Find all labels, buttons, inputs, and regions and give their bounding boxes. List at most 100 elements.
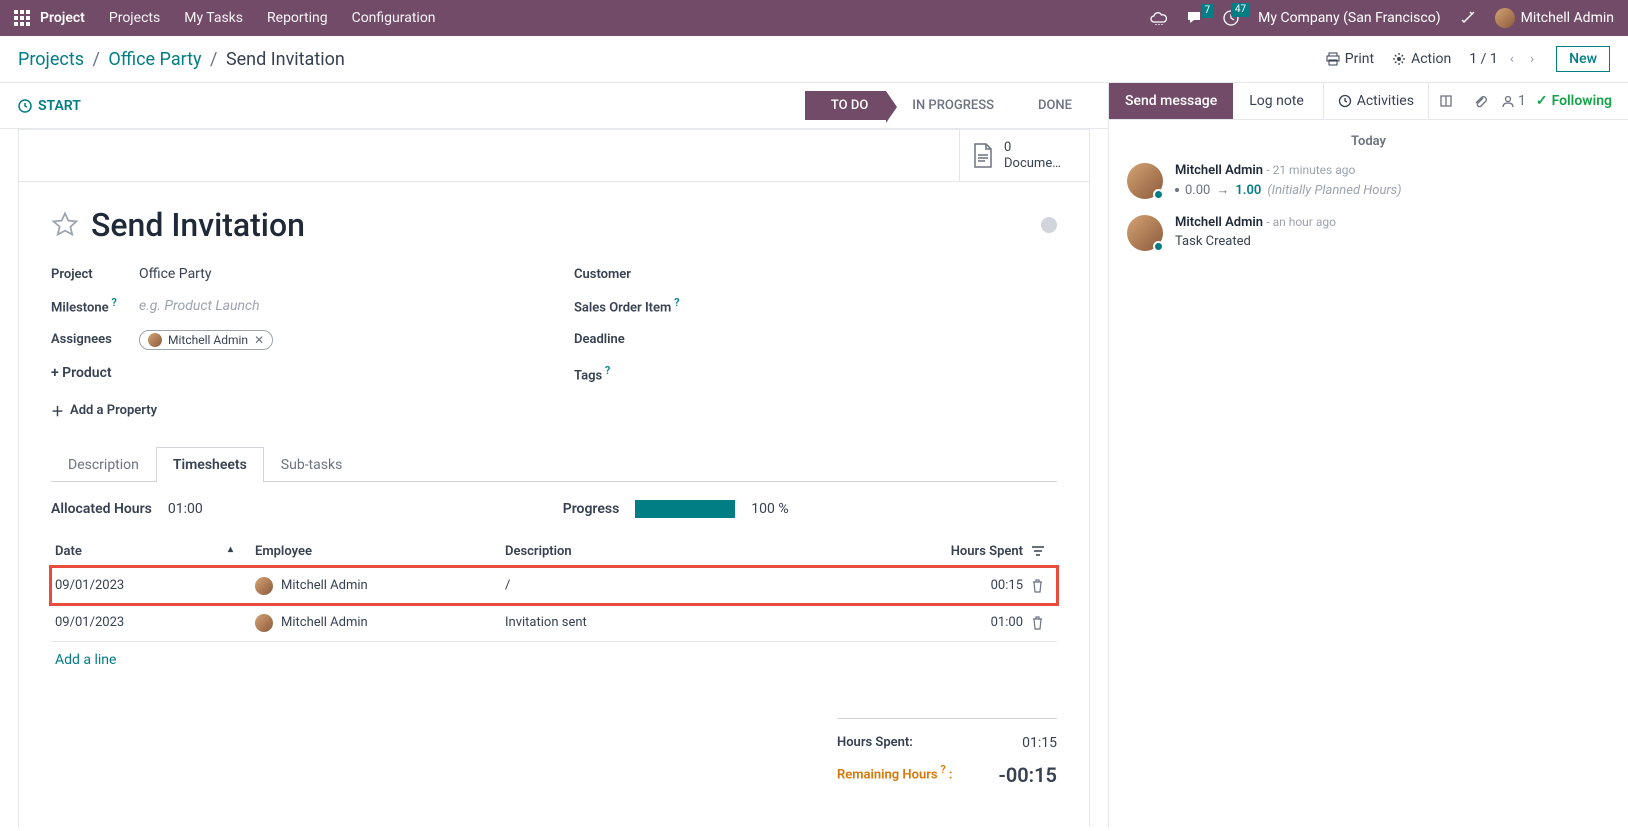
hours-spent-label: Hours Spent: [837,735,913,751]
soi-label: Sales Order Item ? [574,296,704,315]
activities-button[interactable]: Activities [1323,83,1429,119]
assignees-label: Assignees [51,332,139,347]
project-label: Project [51,267,139,282]
messages-icon[interactable]: 7 [1186,10,1204,26]
control-panel: Projects / Office Party / Send Invitatio… [0,36,1628,83]
action-button[interactable]: Action [1392,51,1451,67]
delete-row-button[interactable] [1027,604,1057,641]
col-hours[interactable]: Hours Spent [917,536,1027,568]
timesheets-table: Date ▴ Employee Description Hours Spent … [51,536,1057,642]
deadline-label: Deadline [574,332,662,347]
assignee-tag[interactable]: Mitchell Admin ✕ [139,330,273,350]
breadcrumb-root[interactable]: Projects [18,49,84,70]
customer-label: Customer [574,267,662,282]
pager-prev-icon[interactable]: ‹ [1506,47,1518,71]
top-navbar: Project Projects My Tasks Reporting Conf… [0,0,1628,36]
progress-label: Progress [563,501,620,517]
cell-hours[interactable]: 01:00 [917,604,1027,641]
document-icon [972,143,994,169]
delete-row-button[interactable] [1027,567,1057,604]
breadcrumb-project[interactable]: Office Party [108,49,201,70]
send-message-button[interactable]: Send message [1109,83,1233,119]
progress-bar [635,500,735,518]
start-timer-button[interactable]: START [18,98,81,114]
add-line-button[interactable]: Add a line [51,642,1057,678]
employee-avatar-icon [255,614,273,632]
star-icon[interactable] [51,211,79,239]
debug-icon[interactable] [1459,9,1477,27]
user-menu[interactable]: Mitchell Admin [1495,8,1614,28]
cell-date[interactable]: 09/01/2023 [51,604,251,641]
help-icon[interactable]: ? [938,763,946,776]
cell-hours[interactable]: 00:15 [917,567,1027,604]
stage-inprogress[interactable]: IN PROGRESS [886,91,1012,120]
tab-subtasks[interactable]: Sub-tasks [264,447,360,482]
table-row[interactable]: 09/01/2023Mitchell AdminInvitation sent0… [51,604,1057,641]
cell-date[interactable]: 09/01/2023 [51,567,251,604]
sort-asc-icon: ▴ [228,544,233,555]
assignee-avatar-icon [148,333,162,347]
documents-button[interactable]: 0 Docume… [959,130,1089,181]
book-icon[interactable] [1429,84,1463,118]
message-avatar-icon [1127,163,1163,199]
col-employee[interactable]: Employee [251,536,501,568]
message-author[interactable]: Mitchell Admin [1175,215,1263,230]
tray-cloud-icon[interactable] [1150,10,1168,26]
following-button[interactable]: ✓ Following [1530,83,1628,119]
remaining-hours-value: -00:15 [999,763,1058,787]
app-name: Project [40,10,85,26]
print-button[interactable]: Print [1326,51,1374,67]
remove-assignee-icon[interactable]: ✕ [254,333,264,347]
followers-button[interactable]: 1 [1497,83,1530,119]
menu-projects[interactable]: Projects [109,10,160,26]
employee-avatar-icon [255,577,273,595]
cell-description[interactable]: / [501,567,917,604]
milestone-input[interactable]: e.g. Product Launch [139,298,260,314]
company-switcher[interactable]: My Company (San Francisco) [1258,10,1440,26]
add-product-button[interactable]: + Product [51,365,112,381]
cell-employee[interactable]: Mitchell Admin [251,567,501,604]
kanban-state-icon[interactable] [1041,217,1057,233]
message-time: - an hour ago [1266,215,1336,229]
tab-timesheets[interactable]: Timesheets [156,447,264,482]
pager: 1 / 1 ‹ › [1469,47,1538,71]
pager-next-icon[interactable]: › [1526,47,1538,71]
attachment-icon[interactable] [1463,84,1497,118]
menu-my-tasks[interactable]: My Tasks [184,10,243,26]
breadcrumb-current: Send Invitation [226,49,345,70]
stage-done[interactable]: DONE [1012,91,1090,120]
stage-todo[interactable]: TO DO [805,91,886,120]
cell-employee[interactable]: Mitchell Admin [251,604,501,641]
user-avatar-icon [1495,8,1515,28]
allocated-hours-value[interactable]: 01:00 [168,501,203,517]
hours-spent-value: 01:15 [1022,735,1057,751]
help-icon[interactable]: ? [671,296,679,309]
chatter: Send message Log note Activities 1 ✓ Fol… [1108,83,1628,827]
message-author[interactable]: Mitchell Admin [1175,163,1263,178]
col-date[interactable]: Date ▴ [51,536,251,568]
milestone-label: Milestone ? [51,296,139,315]
log-note-button[interactable]: Log note [1233,83,1320,119]
cell-description[interactable]: Invitation sent [501,604,917,641]
allocated-hours-label: Allocated Hours [51,501,152,517]
menu-reporting[interactable]: Reporting [267,10,328,26]
apps-icon[interactable] [14,10,30,26]
user-name: Mitchell Admin [1521,10,1614,26]
new-button[interactable]: New [1556,46,1610,72]
add-property-button[interactable]: ＋Add a Property [51,401,1057,420]
progress-pct: 100 % [751,501,788,517]
tab-description[interactable]: Description [51,447,156,482]
help-icon[interactable]: ? [109,296,117,309]
help-icon[interactable]: ? [602,364,610,377]
project-value[interactable]: Office Party [139,266,211,282]
message: Mitchell Admin - 21 minutes ago 0.00 → 1… [1127,163,1610,199]
activities-icon[interactable]: 47 [1222,9,1240,27]
task-title[interactable]: Send Invitation [91,206,305,244]
table-row[interactable]: 09/01/2023Mitchell Admin/00:15 [51,567,1057,604]
messages-badge: 7 [1201,4,1215,18]
tags-label: Tags ? [574,364,662,383]
col-actions[interactable] [1027,536,1057,568]
menu-configuration[interactable]: Configuration [352,10,436,26]
message-text: Task Created [1175,234,1336,249]
col-description[interactable]: Description [501,536,917,568]
